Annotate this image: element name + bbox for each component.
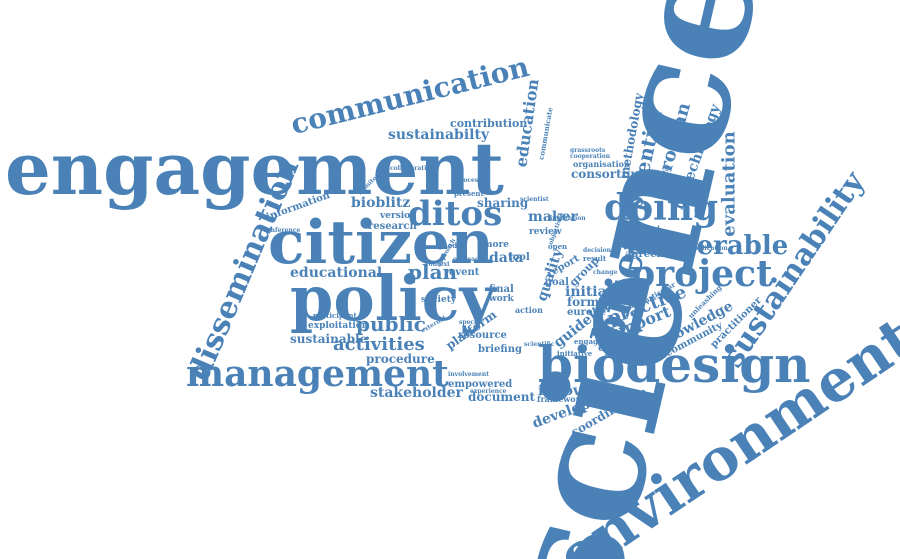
- word-contribution: contribution: [450, 117, 528, 130]
- word-context: context: [425, 261, 450, 268]
- word-more: more: [483, 240, 509, 250]
- word-collaborative: collaborative: [390, 165, 434, 172]
- word-work: work: [489, 294, 514, 304]
- word-biodesign: biodesign: [538, 335, 811, 394]
- word-management: management: [186, 353, 449, 395]
- word-engagement: engagement: [5, 126, 504, 211]
- word-traditional: traditional: [618, 224, 660, 233]
- word-research: research: [368, 221, 417, 232]
- word-commission: commission: [605, 351, 646, 358]
- word-format: format: [567, 295, 613, 309]
- word-innovation: innovation: [538, 383, 622, 399]
- word-initiative: initiative: [557, 349, 593, 358]
- word-exploitation: exploitation: [308, 321, 369, 331]
- word-scientific: scientific: [524, 341, 555, 348]
- word-procedure: procedure: [366, 352, 435, 366]
- word-result: result: [583, 254, 607, 263]
- word-stakeholder: stakeholder: [370, 385, 463, 401]
- word-sustainabilty: sustainabilty: [388, 127, 490, 143]
- word-bioblitz: bioblitz: [351, 195, 411, 211]
- word-policy: policy: [290, 262, 496, 335]
- word-deliverable: deliverable: [627, 231, 789, 261]
- word-action: action: [515, 305, 543, 315]
- word-cooperation: cooperation: [570, 153, 611, 160]
- word-involvement: involvement: [448, 371, 490, 378]
- word-doing: doing: [604, 187, 719, 229]
- word-document: document: [468, 390, 536, 404]
- word-ditos: ditos: [408, 194, 503, 234]
- word-experience: experience: [470, 388, 507, 395]
- word-educational: educational: [290, 265, 383, 281]
- word-institution: institution: [550, 215, 586, 222]
- word-communicate: communicate: [536, 106, 555, 161]
- word-maker: maker: [528, 209, 578, 225]
- word-grassroots: grassroots: [570, 147, 606, 154]
- word-participant: participant: [313, 311, 357, 320]
- word-tool: tool: [508, 252, 530, 263]
- word-version: version: [380, 211, 417, 221]
- word-consortium: consortium: [571, 167, 648, 181]
- word-public: public: [356, 312, 426, 336]
- word-scientist: scientist: [520, 196, 549, 203]
- word-citizen: citizen: [268, 208, 494, 278]
- word-sustainable: sustainable: [290, 332, 368, 346]
- word-review: review: [529, 227, 562, 237]
- word-application: application: [690, 245, 728, 252]
- word-goal: goal: [545, 277, 569, 288]
- word-good: good: [438, 241, 458, 250]
- word-event: event: [449, 267, 480, 278]
- word-society: society: [421, 295, 457, 305]
- word-project: project: [630, 253, 773, 295]
- word-challenge: challenge: [598, 343, 653, 354]
- word-conference: conference: [263, 227, 301, 234]
- word-decision: decision: [583, 247, 611, 254]
- word-framework: framework: [537, 394, 586, 404]
- word-outreach: outreach: [453, 256, 484, 263]
- word-data: data: [489, 250, 524, 266]
- word-activities: activities: [333, 334, 425, 355]
- word-engage: engage: [574, 337, 603, 346]
- word-organisation: organisation: [573, 159, 630, 169]
- word-initial: initial: [565, 284, 612, 300]
- word-europe: europe: [567, 307, 606, 318]
- word-change: change: [593, 269, 618, 276]
- word-final: final: [489, 284, 514, 295]
- word-processes: processes: [456, 177, 489, 184]
- word-sharing: sharing: [477, 196, 529, 210]
- word-agreement: agreement: [625, 249, 686, 260]
- word-open: open: [548, 242, 568, 251]
- word-specific: specific: [459, 319, 485, 326]
- word-empowered: empowered: [448, 379, 513, 390]
- word-resource: resource: [458, 330, 507, 341]
- word-plan: plan: [408, 260, 458, 284]
- word-evaluation: evaluation: [718, 131, 740, 237]
- word-briefing: briefing: [478, 344, 522, 355]
- word-present: present: [454, 189, 484, 198]
